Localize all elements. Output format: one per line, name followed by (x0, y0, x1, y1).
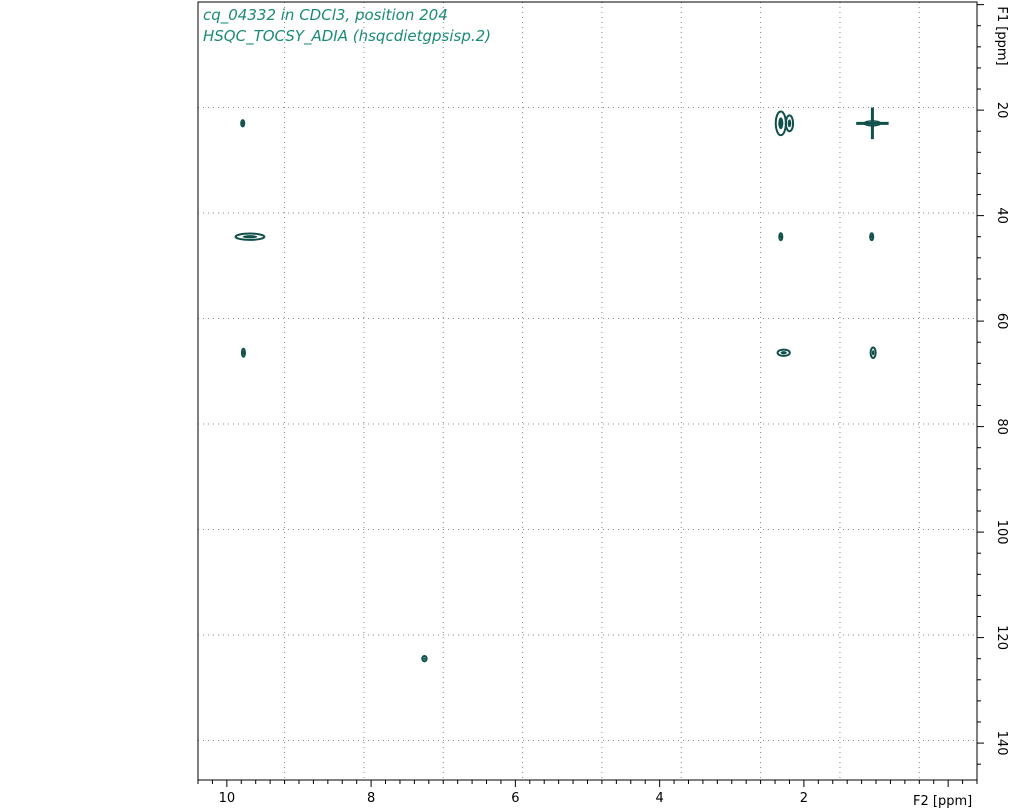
cross-peak (242, 235, 258, 239)
x-tick-label: 4 (655, 791, 663, 806)
cross-peak (869, 346, 877, 360)
cross-peak (421, 655, 428, 663)
cross-peak (776, 348, 791, 357)
cross-peak (778, 117, 784, 130)
y-tick-label: 60 (994, 313, 1009, 330)
chart-title: cq_04332 in CDCl3, position 204 (203, 6, 448, 24)
cross-peak (863, 120, 882, 127)
y-tick-label: 120 (994, 625, 1009, 650)
cross-peak (240, 119, 246, 128)
cross-peak (870, 235, 873, 239)
cross-peak (778, 232, 784, 242)
y-tick-label: 100 (994, 520, 1009, 545)
x-axis-label: F2 [ppm] (913, 794, 972, 809)
y-tick-label: 80 (994, 418, 1009, 435)
x-tick-label: 2 (800, 791, 808, 806)
cross-peak (784, 114, 795, 133)
cross-peak (780, 351, 787, 355)
cross-peak (240, 347, 246, 358)
plot-frame (197, 1, 978, 781)
cross-peak (423, 657, 426, 661)
x-tick-label: 8 (367, 791, 375, 806)
cross-peak (869, 232, 875, 242)
cross-peak (871, 350, 875, 356)
y-axis-label: F1 [ppm] (994, 6, 1009, 65)
x-tick-label: 10 (219, 791, 236, 806)
chart-subtitle: HSQC_TOCSY_ADIA (hsqcdietgpsisp.2) (203, 27, 492, 45)
x-tick-label: 6 (511, 791, 519, 806)
cross-peak (242, 350, 245, 355)
y-tick-label: 40 (994, 207, 1009, 224)
y-tick-label: 140 (994, 731, 1009, 756)
cross-peak (780, 235, 782, 239)
cross-peak (241, 121, 244, 125)
cross-peak (234, 232, 266, 241)
cross-peak (787, 119, 792, 128)
y-tick-label: 20 (994, 102, 1009, 119)
